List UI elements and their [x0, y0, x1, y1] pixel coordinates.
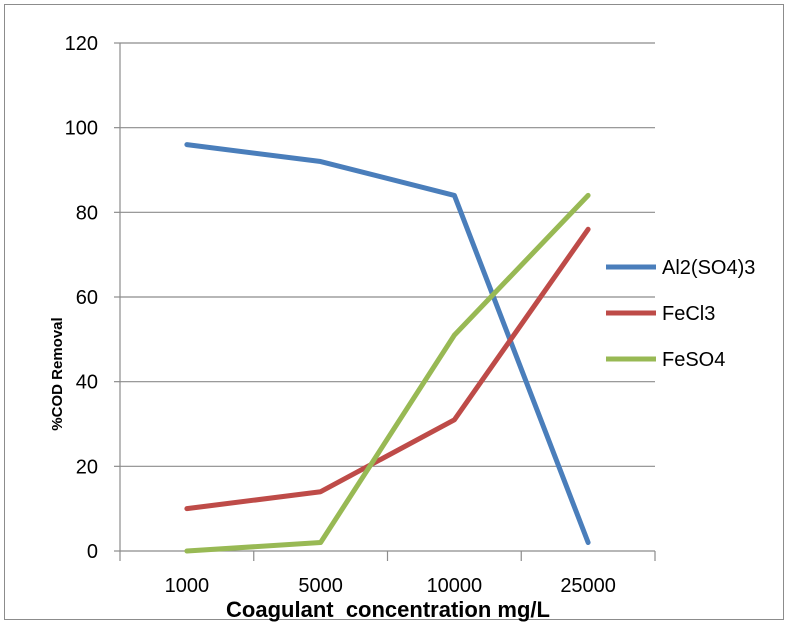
legend: Al2(SO4)3 FeCl3 FeSO4 — [606, 257, 755, 371]
series-lines — [184, 142, 591, 554]
y-tick-label: 40 — [76, 372, 98, 394]
axes — [114, 42, 656, 561]
legend-label: FeCl3 — [662, 303, 715, 325]
y-tick-label: 120 — [65, 33, 98, 55]
y-axis-title: %COD Removal — [49, 317, 66, 430]
x-tick-label: 10000 — [427, 575, 483, 597]
x-tick-label: 25000 — [560, 575, 616, 597]
y-tick-label: 80 — [76, 202, 98, 224]
series-line-fecl3 — [184, 226, 591, 512]
gridlines — [120, 42, 655, 467]
x-tick-label: 1000 — [165, 575, 210, 597]
y-tick-label: 20 — [76, 456, 98, 478]
y-tick-labels: 0 20 40 60 80 100 120 — [65, 33, 98, 563]
y-tick-label: 0 — [87, 541, 98, 563]
x-tick-label: 5000 — [298, 575, 343, 597]
series-line-feso4 — [184, 192, 591, 554]
y-tick-label: 100 — [65, 118, 98, 140]
y-tick-label: 60 — [76, 287, 98, 309]
series-line-al2-so4-3 — [184, 142, 591, 546]
legend-label: Al2(SO4)3 — [662, 257, 755, 279]
x-axis-title: Coagulant concentration mg/L — [226, 597, 550, 622]
x-tick-labels: 1000 5000 10000 25000 — [165, 575, 616, 597]
legend-label: FeSO4 — [662, 349, 725, 371]
